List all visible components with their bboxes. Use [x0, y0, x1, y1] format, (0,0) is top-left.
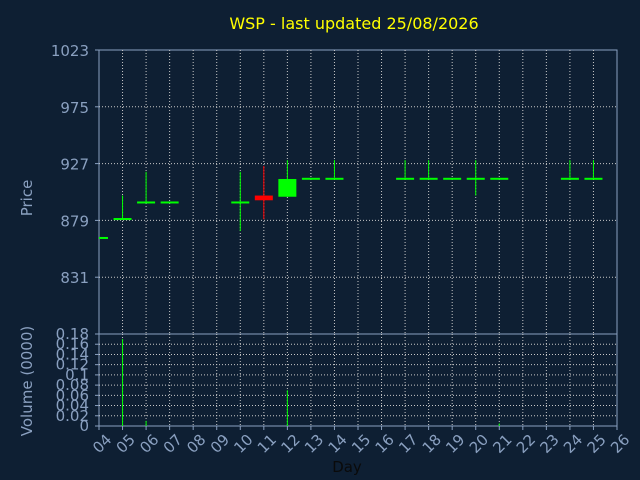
- candle-body: [278, 178, 297, 197]
- x-tick-label: 11: [254, 431, 280, 457]
- x-tick-label: 12: [277, 431, 303, 457]
- chart-title: WSP - last updated 25/08/2026: [229, 14, 479, 33]
- candle-body: [466, 177, 485, 180]
- candle-body: [160, 201, 179, 204]
- volume-y-tick-label: 0.02: [56, 407, 89, 425]
- x-tick-label: 15: [348, 431, 374, 457]
- price-y-tick-label: 879: [60, 212, 89, 230]
- price-y-tick-label: 975: [60, 99, 89, 117]
- price-y-tick-label: 927: [60, 156, 89, 174]
- candle-body: [254, 195, 273, 201]
- x-tick-label: 04: [89, 431, 115, 457]
- x-tick-label: 22: [513, 431, 539, 457]
- volume-y-tick-label: 0: [79, 417, 89, 435]
- volume-y-tick-label: 0.12: [56, 356, 89, 374]
- candle-body: [490, 177, 509, 180]
- candle-body: [301, 177, 320, 180]
- candle-body: [231, 201, 250, 204]
- x-axis-label: Day: [332, 458, 362, 476]
- candle-body: [325, 177, 344, 180]
- x-tick-label: 08: [183, 431, 209, 457]
- x-tick-label: 16: [372, 431, 398, 457]
- volume-y-tick-label: 0.1: [65, 366, 89, 384]
- x-tick-label: 18: [419, 431, 445, 457]
- x-tick-label: 09: [207, 431, 233, 457]
- candle-body: [113, 218, 132, 221]
- price-y-tick-label: 831: [60, 269, 89, 287]
- x-tick-label: 05: [113, 431, 139, 457]
- candle-body: [137, 201, 156, 204]
- x-tick-label: 20: [466, 431, 492, 457]
- x-tick-label: 06: [136, 431, 162, 457]
- x-tick-label: 19: [442, 431, 468, 457]
- volume-y-tick-label: 0.18: [56, 325, 89, 343]
- candle-body: [396, 177, 415, 180]
- x-tick-label: 10: [230, 431, 256, 457]
- price-axis-label: Price: [18, 180, 36, 217]
- x-tick-label: 23: [536, 431, 562, 457]
- candle-body: [584, 177, 603, 180]
- candle-body: [419, 177, 438, 180]
- price-y-tick-label: 1023: [51, 42, 89, 60]
- volume-y-tick-label: 0.04: [56, 397, 89, 415]
- volume-y-tick-label: 0.08: [56, 376, 89, 394]
- x-tick-label: 25: [584, 431, 610, 457]
- candle-body: [99, 236, 108, 239]
- candle-body: [443, 177, 462, 180]
- x-tick-label: 13: [301, 431, 327, 457]
- volume-y-tick-label: 0.14: [56, 345, 89, 363]
- x-tick-label: 21: [489, 431, 515, 457]
- candle-body: [560, 177, 579, 180]
- volume-y-tick-label: 0.06: [56, 386, 89, 404]
- x-tick-label: 07: [160, 431, 186, 457]
- x-tick-label: 14: [325, 431, 351, 457]
- x-tick-label: 26: [607, 431, 633, 457]
- x-tick-label: 24: [560, 431, 586, 457]
- volume-y-tick-label: 0.16: [56, 335, 89, 353]
- x-tick-label: 17: [395, 431, 421, 457]
- volume-axis-label: Volume (0000): [18, 326, 36, 436]
